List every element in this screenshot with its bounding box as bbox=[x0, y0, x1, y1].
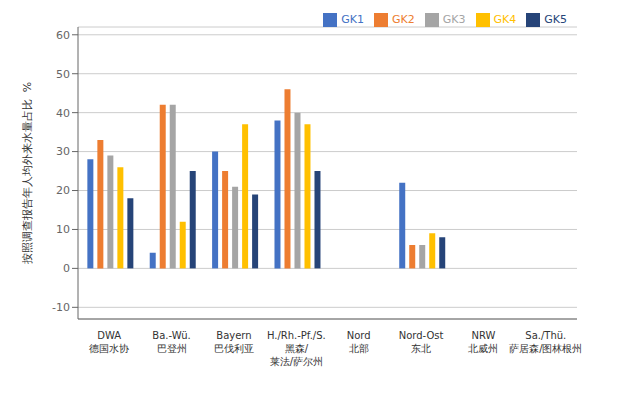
svg-text:按照调查报告年人均外来水量占比 %: 按照调查报告年人均外来水量占比 % bbox=[21, 82, 34, 264]
html-text:GK3: GK3 bbox=[442, 13, 466, 26]
svg-text:Sa./Thü.萨居森/图林根州: Sa./Thü.萨居森/图林根州 bbox=[509, 330, 582, 354]
svg-text:H./Rh.-Pf./S.黑森/莱法/萨尔州: H./Rh.-Pf./S.黑森/莱法/萨尔州 bbox=[267, 330, 326, 367]
html-text:GK4: GK4 bbox=[493, 13, 517, 26]
svg-text:20: 20 bbox=[56, 184, 70, 197]
svg-text:NRW北威州: NRW北威州 bbox=[468, 330, 498, 354]
svg-text:30: 30 bbox=[56, 145, 70, 158]
html-text:GK2: GK2 bbox=[392, 13, 415, 26]
svg-text:10: 10 bbox=[56, 223, 70, 236]
html-text:GK5: GK5 bbox=[544, 13, 567, 26]
svg-text:-10: -10 bbox=[52, 301, 70, 314]
svg-text:Nord-Ost东北: Nord-Ost东北 bbox=[399, 330, 444, 354]
svg-text:Nord北部: Nord北部 bbox=[347, 330, 371, 354]
svg-text:0: 0 bbox=[63, 262, 70, 275]
svg-text:40: 40 bbox=[56, 107, 70, 120]
svg-text:Ba.-Wü.巴登州: Ba.-Wü.巴登州 bbox=[152, 330, 190, 354]
svg-text:Bayern巴伐利亚: Bayern巴伐利亚 bbox=[214, 330, 254, 354]
html-text:GK1: GK1 bbox=[341, 13, 364, 26]
svg-text:DWA德国水协: DWA德国水协 bbox=[89, 330, 129, 354]
svg-text:50: 50 bbox=[56, 68, 70, 81]
svg-text:60: 60 bbox=[56, 29, 70, 42]
